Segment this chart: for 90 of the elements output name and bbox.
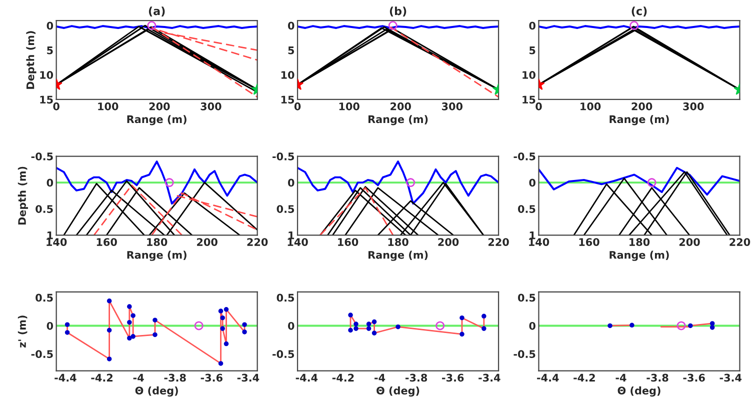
x-tick-label: 160 <box>96 238 117 246</box>
x-tick-label: 220 <box>247 238 268 246</box>
y-tick-label: 10 <box>522 71 536 79</box>
x-tick-label: 300 <box>442 102 463 110</box>
x-tick-label: -4.2 <box>91 374 112 382</box>
y-tick-label: 5 <box>530 46 536 54</box>
x-tick-label: 160 <box>338 238 358 246</box>
x-tick-label: 200 <box>390 102 411 110</box>
y-tick-label: -0.5 <box>31 350 53 358</box>
y-tick-label: 15 <box>40 96 53 104</box>
x-tick-label: 200 <box>438 238 459 246</box>
y-tick-label: -0.5 <box>272 152 294 160</box>
x-tick-label: 0 <box>53 102 60 110</box>
x-tick-label: -3.4 <box>720 374 742 382</box>
y-tick-label: 0 <box>46 22 54 30</box>
x-tick-label: -3.6 <box>200 374 222 382</box>
x-tick-label: 220 <box>730 238 750 246</box>
x-tick-label: -3.8 <box>405 374 428 382</box>
y-axis-title: Depth (m) <box>18 166 28 225</box>
x-tick-label: -3.6 <box>683 374 705 382</box>
y-tick-label: 15 <box>281 96 294 104</box>
y-tick-label: 10 <box>281 71 294 79</box>
y-tick-label: 0.5 <box>518 205 536 213</box>
y-tick-label: 0.5 <box>276 205 294 213</box>
x-axis-title: Θ (deg) <box>618 386 660 397</box>
x-tick-label: 200 <box>679 238 700 246</box>
x-tick-label: -4 <box>374 374 386 382</box>
y-tick-label: 0.5 <box>36 294 53 302</box>
x-tick-label: -4 <box>616 374 626 382</box>
x-axis-title: Range (m) <box>127 115 186 126</box>
y-tick-label: 0.5 <box>36 205 53 213</box>
y-tick-label: 0 <box>288 22 294 30</box>
x-tick-label: 180 <box>630 238 650 246</box>
x-tick-label: 100 <box>580 102 601 110</box>
x-tick-label: 300 <box>200 102 222 110</box>
y-tick-label: -0.5 <box>514 350 536 358</box>
y-tick-label: 0.5 <box>276 294 294 302</box>
y-tick-label: -0.5 <box>31 152 53 160</box>
x-tick-label: -4 <box>133 374 144 382</box>
y-tick-label: 5 <box>47 46 53 54</box>
x-tick-label: -4.4 <box>296 374 318 382</box>
x-tick-label: 200 <box>149 102 170 110</box>
y-tick-label: 0 <box>529 22 536 30</box>
x-tick-label: -4.4 <box>54 374 76 382</box>
x-tick-label: 100 <box>339 102 360 110</box>
y-tick-label: 15 <box>522 96 536 104</box>
y-tick-label: 0 <box>288 322 294 330</box>
y-tick-label: 0 <box>46 322 54 330</box>
x-tick-label: -3.8 <box>646 374 668 382</box>
y-tick-label: 0.5 <box>518 294 536 302</box>
x-tick-label: -3.6 <box>442 374 464 382</box>
x-tick-label: 200 <box>632 102 652 110</box>
y-tick-label: -0.5 <box>514 152 536 160</box>
x-axis-title: Range (m) <box>368 250 428 261</box>
x-tick-label: 200 <box>197 238 218 246</box>
x-tick-label: -3.4 <box>478 374 500 382</box>
y-axis-title: Depth (m) <box>26 31 36 89</box>
x-axis-title: Range (m) <box>127 250 186 261</box>
x-axis-title: Range (m) <box>610 115 669 126</box>
x-tick-label: -3.8 <box>164 374 186 382</box>
x-tick-label: -4.2 <box>332 374 354 382</box>
y-axis-title: z' (m) <box>18 316 28 348</box>
x-tick-label: 220 <box>488 238 509 246</box>
chart-title: (a) <box>148 6 165 17</box>
y-tick-label: 0 <box>529 322 536 330</box>
x-tick-label: 140 <box>288 238 308 246</box>
y-tick-label: 0 <box>46 178 54 187</box>
y-tick-label: 0 <box>529 178 536 187</box>
x-axis-title: Θ (deg) <box>376 386 420 397</box>
x-tick-label: 180 <box>388 238 408 246</box>
x-tick-label: 160 <box>579 238 600 246</box>
x-tick-label: 0 <box>294 102 301 110</box>
x-tick-label: 140 <box>529 238 550 246</box>
x-axis-title: Range (m) <box>610 250 669 261</box>
x-tick-label: 0 <box>536 102 542 110</box>
x-tick-label: -3.4 <box>237 374 260 382</box>
x-tick-label: 140 <box>46 238 67 246</box>
y-tick-label: 0 <box>288 178 294 187</box>
y-tick-label: 10 <box>40 71 54 79</box>
x-tick-label: -4.2 <box>574 374 595 382</box>
y-tick-label: -0.5 <box>272 350 294 358</box>
x-axis-title: Range (m) <box>368 115 428 126</box>
x-tick-label: 100 <box>98 102 118 110</box>
chart-title: (b) <box>390 6 406 17</box>
x-tick-label: -4.4 <box>537 374 559 382</box>
x-tick-label: 300 <box>683 102 704 110</box>
x-axis-title: Θ (deg) <box>135 386 178 397</box>
chart-title: (c) <box>632 6 647 17</box>
x-tick-label: 180 <box>147 238 168 246</box>
y-tick-label: 5 <box>288 46 294 54</box>
